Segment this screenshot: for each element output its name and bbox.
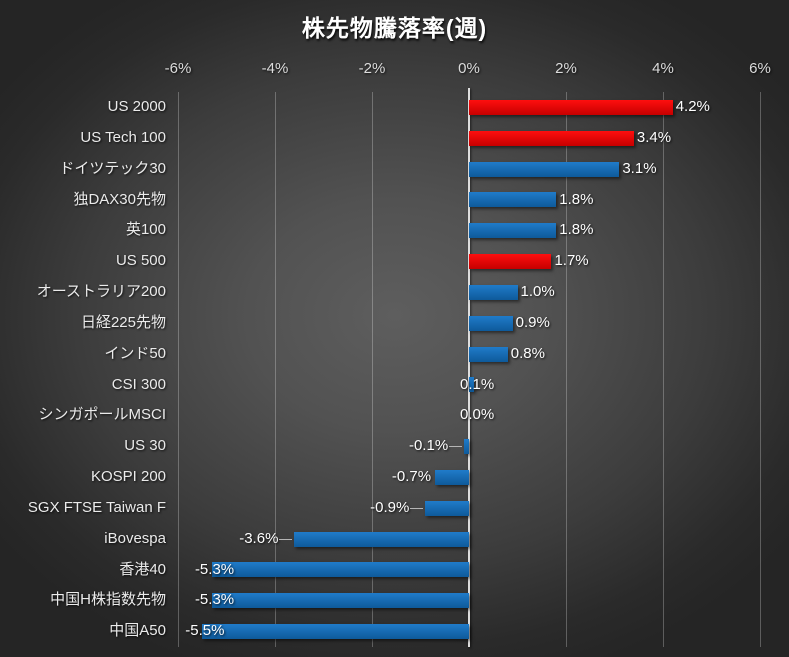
data-label: 1.7% [554,252,589,270]
x-axis-tick: 0% [458,60,480,77]
leader-line [410,507,424,509]
data-label: -0.1% [408,437,449,455]
data-label: 0.0% [460,406,495,424]
bar [469,99,673,115]
category-label: 中国H株指数先物 [50,591,166,609]
x-axis-tick: 2% [555,60,577,77]
gridline [274,92,276,647]
data-label: 0.1% [460,375,495,393]
chart-title: 株先物騰落率(週) [301,15,488,41]
data-label: -5.3% [194,560,235,578]
data-label: 3.1% [622,159,657,177]
bar [469,284,518,300]
category-label: US 500 [115,252,166,270]
leader-line [449,446,463,448]
category-label: US 30 [124,437,166,455]
gridline [371,92,373,647]
category-label: US 2000 [107,98,166,115]
category-label: ドイツテック30 [59,159,166,177]
bar [425,500,469,516]
data-label: -5.3% [194,591,235,609]
x-axis-tick: -6% [164,60,192,77]
bar [469,315,513,331]
category-label: オーストラリア200 [36,283,166,300]
data-label: 0.8% [510,344,545,362]
category-label: インド50 [104,344,166,362]
gridline [565,92,567,647]
bar [464,439,469,455]
data-label: -0.7% [391,468,432,485]
data-label: 1.8% [559,190,594,208]
category-label: シンガポールMSCI [38,406,166,424]
gridline [759,92,761,647]
category-label: 香港40 [119,560,166,578]
bar [435,469,469,485]
data-label: 3.4% [636,128,672,146]
category-label: 独DAX30先物 [73,190,166,208]
bar [469,161,620,177]
bar [469,223,557,239]
gridline [177,92,179,647]
x-axis-tick: -2% [358,60,386,77]
data-label: -3.6% [239,529,279,547]
gridline [662,92,664,647]
data-label: -0.9% [370,498,410,516]
x-axis-tick: 4% [652,60,674,77]
category-label: US Tech 100 [80,128,166,146]
data-label: 1.8% [559,221,594,239]
leader-line [279,538,293,540]
bar [469,192,557,208]
bar [211,562,469,578]
data-label: 1.0% [520,283,555,300]
x-axis-tick: -4% [261,60,289,77]
category-label: 日経225先物 [80,313,166,331]
bar [469,377,474,393]
category-label: iBovespa [104,529,166,547]
category-label: 中国A50 [109,622,166,640]
category-label: CSI 300 [111,375,166,393]
zero-axis-line [468,88,470,647]
bar [469,130,634,146]
category-label: KOSPI 200 [90,468,166,485]
bar [202,624,469,640]
category-label: 英100 [125,221,166,239]
data-label: 0.9% [515,313,550,331]
bar [211,593,469,609]
bar [469,346,508,362]
data-label: -5.5% [185,622,225,640]
bar [294,531,469,547]
data-label: 4.2% [675,98,710,115]
category-label: SGX FTSE Taiwan F [27,498,166,516]
bar [469,254,552,270]
x-axis-tick: 6% [749,60,771,77]
